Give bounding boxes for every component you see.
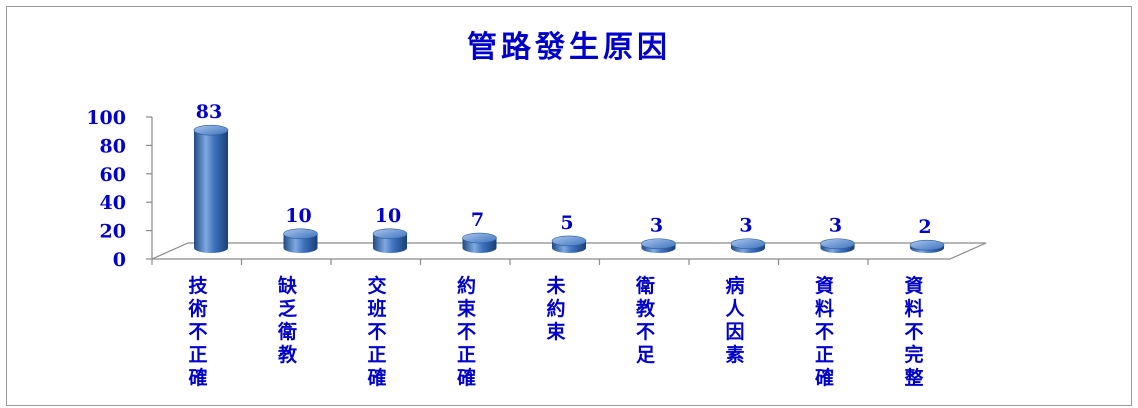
x-tick-label: 未約束 <box>545 274 566 343</box>
bar <box>193 124 229 253</box>
data-label: 10 <box>285 205 311 227</box>
bar-body <box>283 233 318 254</box>
bar <box>372 228 408 253</box>
x-tick-label: 交班不正確 <box>367 274 386 389</box>
y-tick-label: 20 <box>100 221 126 243</box>
bar-body <box>194 130 228 253</box>
bar-cap <box>372 228 408 240</box>
data-label: 3 <box>650 215 663 237</box>
x-tick-label: 資料不正確 <box>815 274 834 389</box>
y-tick-label: 0 <box>113 249 126 271</box>
data-label: 5 <box>560 212 573 234</box>
y-tick-label: 100 <box>86 107 126 129</box>
floor-plane <box>151 242 987 260</box>
data-label: 7 <box>471 209 484 231</box>
bar-cap <box>641 238 676 250</box>
x-tick-label: 病人因素 <box>725 274 745 366</box>
chart-frame <box>6 6 1132 406</box>
data-labels: 83 技術不正確 10 缺乏衛教 10 交班不正確 7 約束不正確 5 未約束 3 衛教不足 3 病人因素… <box>187 101 931 389</box>
bar-cap <box>909 239 945 251</box>
bar-cap <box>551 235 587 247</box>
bar <box>820 238 855 254</box>
bar-body <box>373 233 407 253</box>
bar <box>641 238 676 254</box>
data-label: 83 <box>196 101 222 123</box>
data-label: 10 <box>375 205 401 227</box>
bars <box>193 124 945 254</box>
bar <box>909 239 945 253</box>
data-label: 3 <box>829 215 842 237</box>
bar <box>730 238 766 253</box>
bar-cap <box>283 228 318 240</box>
chart-title: 管路發生原因 <box>467 30 671 65</box>
axes: 0 20 40 60 80 100 <box>86 107 987 271</box>
y-tick-label: 60 <box>100 164 126 186</box>
bar <box>283 228 318 254</box>
bar-cap <box>462 232 497 244</box>
bar <box>462 232 497 254</box>
bar <box>551 235 587 253</box>
x-tick-label: 技術不正確 <box>187 274 208 389</box>
y-tick-label: 80 <box>100 135 126 157</box>
bar-cap <box>820 238 855 250</box>
x-tick-label: 衛教不足 <box>635 274 656 366</box>
y-tick-label: 40 <box>100 192 126 214</box>
data-label: 2 <box>918 216 931 238</box>
bar-cap <box>730 238 766 250</box>
x-tick-label: 資料不完整 <box>904 274 923 389</box>
x-tick-label: 約束不正確 <box>457 274 477 389</box>
data-label: 3 <box>739 215 752 237</box>
x-tick-label: 缺乏衛教 <box>277 274 298 366</box>
bar-cap <box>193 124 229 136</box>
